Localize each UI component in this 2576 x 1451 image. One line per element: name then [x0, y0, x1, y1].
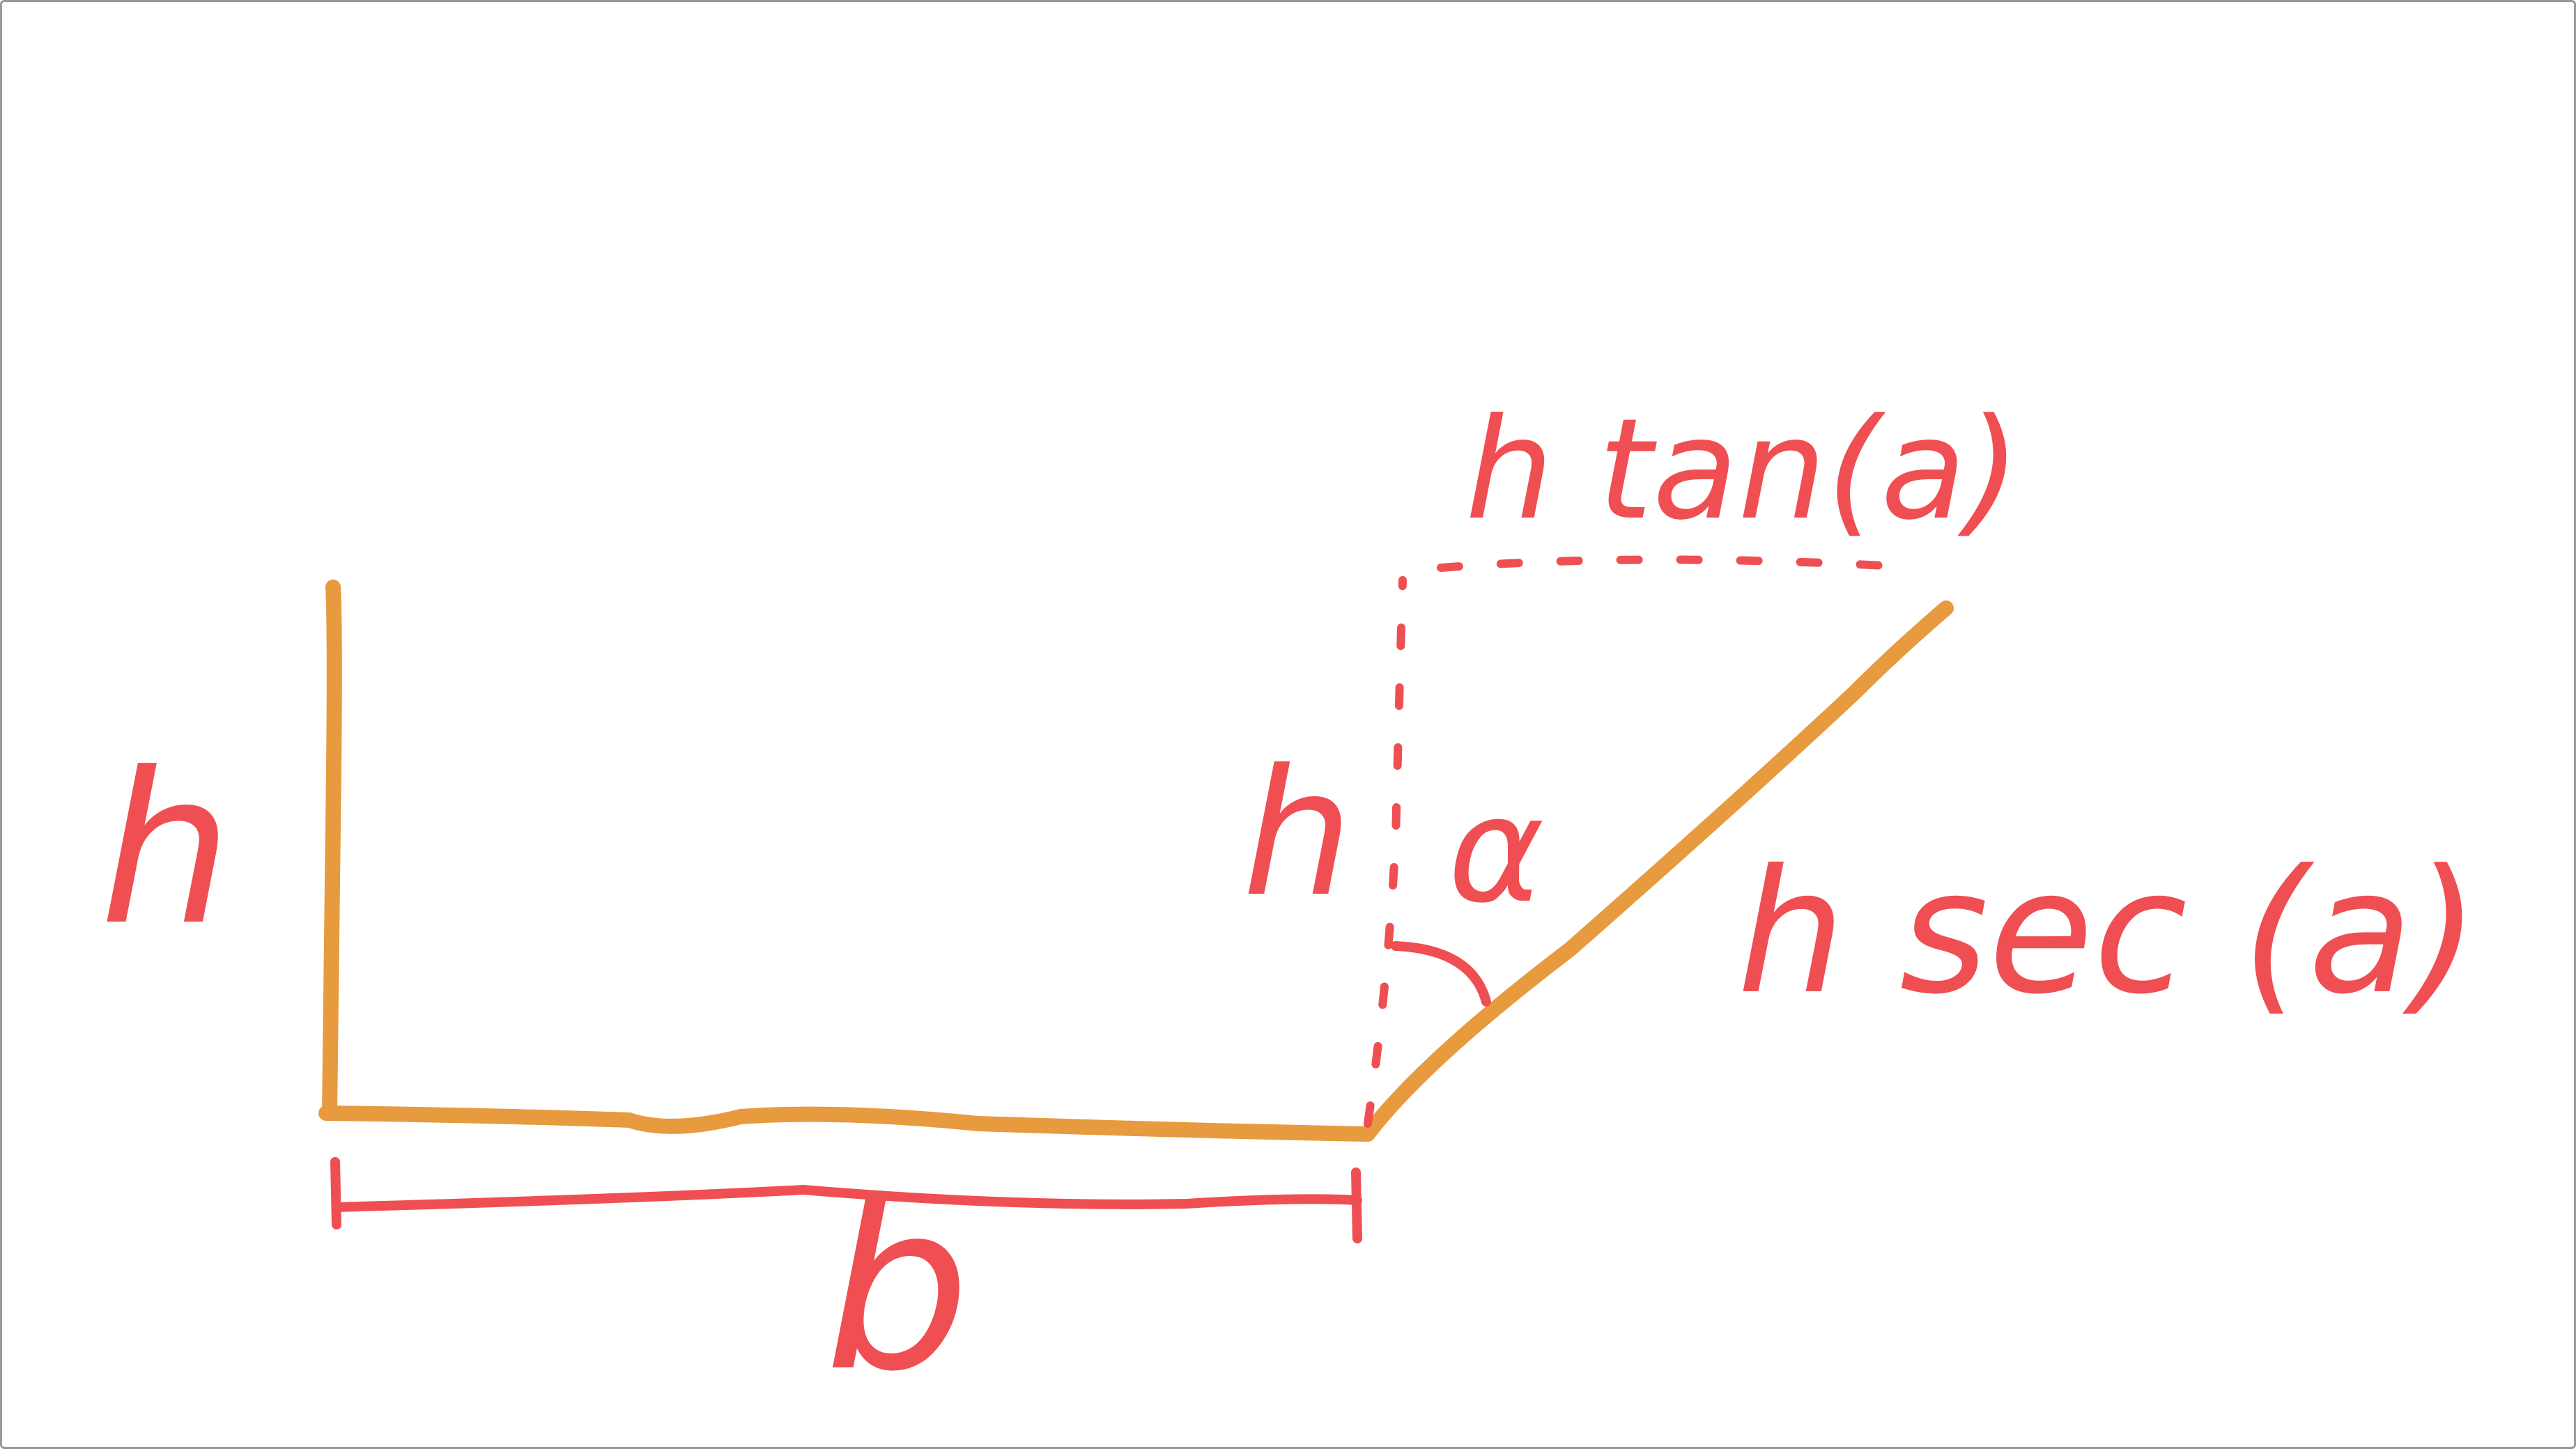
base-dimension-right-tick — [1351, 1167, 1362, 1243]
left-wall-line — [322, 580, 342, 1121]
top-offset-dashed-line — [1437, 555, 1902, 572]
base-dimension-line — [332, 1185, 1362, 1212]
left-height-label: h — [100, 728, 232, 971]
slanted-side-line — [1360, 600, 1954, 1142]
top-offset-label: h tan(a) — [1465, 389, 2021, 551]
bottom-base-line — [318, 1105, 1375, 1142]
base-dimension-left-tick — [330, 1157, 341, 1229]
angle-label: α — [1448, 765, 1544, 936]
base-label: b — [824, 1154, 970, 1422]
angle-arc — [1391, 941, 1491, 1007]
right-height-label: h — [1242, 732, 1352, 935]
slant-length-label: h sec (a) — [1737, 833, 2479, 1032]
right-height-dashed-line — [1364, 576, 1407, 1128]
